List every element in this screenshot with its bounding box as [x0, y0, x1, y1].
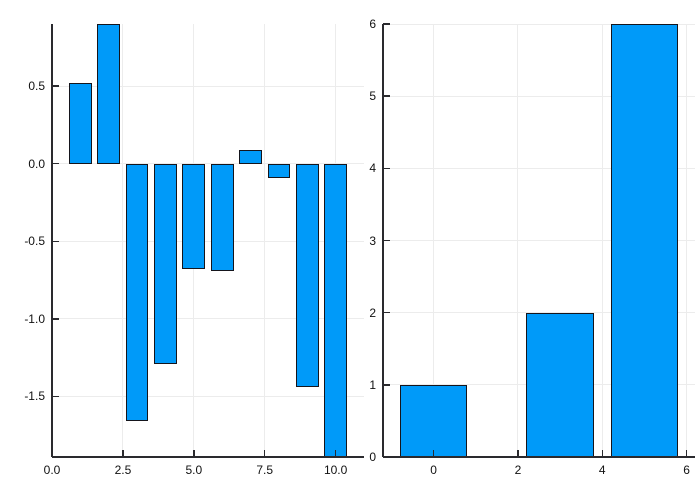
- y-tick-label: 3: [369, 233, 376, 248]
- x-tick-mark: [517, 450, 519, 457]
- y-tick-mark: [383, 311, 390, 314]
- y-grid-line: [52, 240, 364, 242]
- x-tick-label: 0.0: [43, 463, 61, 477]
- bar: [182, 163, 206, 270]
- y-tick-mark: [383, 23, 390, 25]
- y-grid-line: [383, 240, 695, 241]
- x-tick-label: 10.0: [323, 463, 348, 477]
- y-tick-mark: [52, 318, 59, 320]
- y-grid-line: [52, 85, 364, 87]
- y-tick-mark: [383, 456, 390, 458]
- y-grid-line: [383, 23, 695, 25]
- x-tick-label: 5.0: [185, 463, 203, 477]
- x-tick-label: 7.5: [256, 463, 274, 477]
- y-tick-mark: [383, 239, 390, 242]
- bar: [125, 163, 149, 422]
- x-tick-mark: [193, 450, 195, 457]
- y-tick-label: -0.5: [24, 234, 45, 249]
- x-axis-line: [383, 456, 695, 458]
- y-tick-label: 0.5: [28, 79, 45, 94]
- y-tick-mark: [52, 162, 59, 165]
- y-tick-label: -1.5: [24, 389, 45, 404]
- bar: [210, 163, 234, 271]
- y-grid-line: [383, 167, 695, 169]
- y-tick-mark: [383, 167, 390, 170]
- y-grid-line: [383, 95, 695, 97]
- bar: [239, 149, 262, 164]
- bar: [267, 163, 291, 178]
- x-grid-line: [264, 24, 266, 457]
- y-tick-label: 0: [369, 450, 376, 464]
- y-tick-mark: [383, 95, 390, 97]
- y-tick-mark: [52, 395, 59, 398]
- y-tick-label: 1: [369, 377, 376, 392]
- x-tick-mark: [51, 450, 53, 457]
- x-tick-label: 2: [514, 463, 522, 477]
- y-grid-line: [52, 395, 364, 397]
- y-tick-mark: [52, 240, 59, 242]
- right-bar-chart: 0 2 4 6 0 1 2 3 4 5 6: [369, 17, 695, 477]
- bar: [399, 384, 468, 457]
- y-tick-mark: [52, 85, 59, 87]
- y-tick-label: 5: [369, 89, 376, 104]
- y-grid-line: [52, 318, 364, 320]
- left-bar-chart: 0.0 2.5 5.0 7.5 10.0 0.5 0.0 -0.5 -1.0 -1.5: [24, 24, 364, 477]
- bar: [97, 24, 121, 164]
- x-tick-label: 6: [683, 463, 690, 477]
- x-tick-mark: [432, 450, 435, 457]
- bar: [610, 24, 679, 457]
- x-tick-label: 0: [430, 463, 437, 477]
- bar: [69, 82, 92, 164]
- x-tick-mark: [264, 450, 266, 457]
- y-tick-label: 4: [369, 161, 376, 176]
- x-tick-mark: [334, 450, 337, 457]
- y-tick-label: -1.0: [24, 311, 45, 326]
- x-grid-line: [122, 24, 124, 457]
- y-grid-line: [52, 163, 364, 165]
- y-tick-mark: [383, 384, 390, 386]
- y-tick-label: 6: [369, 17, 376, 31]
- y-tick-label: 2: [369, 305, 376, 320]
- x-tick-mark: [685, 450, 688, 457]
- bar: [526, 312, 594, 457]
- y-tick-label: 0.0: [28, 156, 45, 171]
- y-axis-line: [51, 24, 53, 457]
- bar: [295, 163, 319, 388]
- x-tick-label: 4: [598, 463, 606, 477]
- bar: [154, 163, 177, 364]
- x-tick-mark: [601, 450, 603, 457]
- x-tick-mark: [122, 450, 124, 457]
- x-tick-label: 2.5: [114, 463, 132, 477]
- x-axis-line: [52, 456, 364, 458]
